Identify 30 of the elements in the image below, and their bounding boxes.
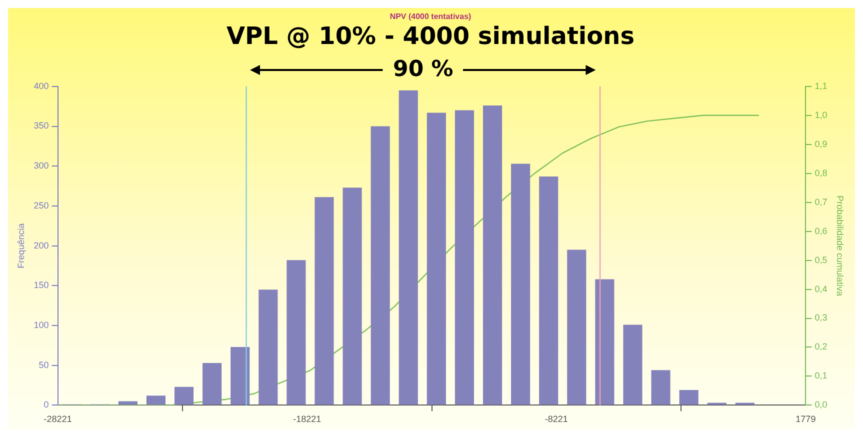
y-tick-label: 350 [34,120,49,131]
y-tick-label: 150 [34,280,49,290]
y2-tick-label: 1,1 [814,80,828,91]
chart-subtitle: VPL @ 10% - 4000 simulations [226,22,635,50]
y2-tick-label: 0,0 [814,400,828,410]
y2-tick-label: 0,1 [814,370,828,381]
y-tick-label: 200 [34,240,49,250]
y-axis-title: Frequência [16,223,26,268]
y2-tick-label: 0,7 [814,196,828,207]
chart-title: NPV (4000 tentativas) [390,12,472,22]
y2-tick-label: 0,4 [814,284,828,294]
y2-tick-label: 0,5 [814,254,828,265]
y2-tick-label: 0,3 [814,312,828,323]
y-tick-label: 100 [34,320,49,330]
y2-tick-label: 0,2 [814,342,828,352]
x-tick-label: -18221 [293,414,322,424]
y2-tick-label: 1,0 [814,110,828,120]
x-tick-label: 1779 [796,414,816,424]
y2-tick-label: 0,9 [814,138,828,149]
y-tick-label: 0 [44,400,49,410]
y-tick-label: 400 [34,80,49,91]
x-tick-label: -28221 [44,414,72,424]
text: 90 % [393,57,454,82]
y-tick-label: 50 [38,360,49,370]
y-tick-label: 250 [34,200,49,210]
y2-tick-label: 0,8 [814,168,828,178]
y-tick-label: 300 [34,160,49,171]
y2-axis-title: Probabilidade cumulativa [835,196,846,296]
y2-tick-label: 0,6 [814,226,828,236]
x-tick-label: -8221 [544,414,568,424]
